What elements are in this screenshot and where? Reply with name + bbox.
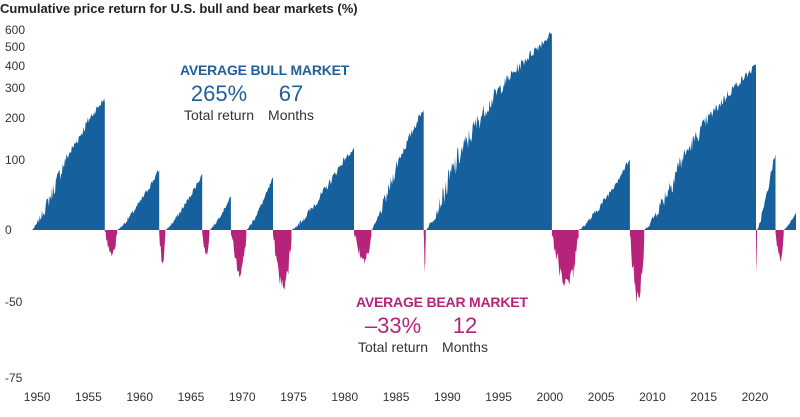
- x-tick-label: 1995: [485, 390, 512, 404]
- x-tick-label: 1970: [229, 390, 256, 404]
- x-tick-label: 1960: [126, 390, 153, 404]
- x-tick-label: 2000: [537, 390, 564, 404]
- bear-market-area: [159, 230, 166, 264]
- x-tick-label: 1980: [331, 390, 358, 404]
- y-tick-label: 600: [5, 23, 25, 37]
- bull-market-area: [757, 154, 776, 230]
- bull-market-area: [783, 212, 796, 230]
- x-tick-label: 2015: [690, 390, 717, 404]
- x-tick-label: 1965: [178, 390, 205, 404]
- bull-months-value: 67: [278, 81, 304, 106]
- bull-market-area: [291, 148, 354, 230]
- y-tick-label: 0: [5, 223, 12, 237]
- x-tick-label: 1985: [383, 390, 410, 404]
- bear-return-label: Total return: [358, 339, 429, 355]
- bear-market-area: [551, 230, 579, 287]
- market-areas: [32, 32, 796, 304]
- bear-market-area: [423, 230, 426, 273]
- y-tick-label: -75: [5, 371, 23, 385]
- bull-market-area: [425, 32, 552, 230]
- bull-market-area: [371, 109, 424, 230]
- bull-market-area: [117, 169, 160, 230]
- y-axis-ticks: -75 -50 0 100 200 300 400 500 600: [5, 23, 25, 385]
- bear-months-label: Months: [442, 339, 488, 355]
- chart-title: Cumulative price return for U.S. bull an…: [0, 1, 358, 16]
- x-tick-label: 1950: [24, 390, 51, 404]
- bear-market-area: [273, 230, 292, 290]
- y-tick-label: -50: [5, 295, 23, 309]
- average-bull-market-annotation: AVERAGE BULL MARKET 265% Total return 67…: [180, 62, 349, 124]
- bear-market-area: [756, 230, 757, 274]
- x-tick-label: 1975: [280, 390, 307, 404]
- average-bear-market-annotation: AVERAGE BEAR MARKET –33% Total return 12…: [356, 294, 528, 356]
- bull-heading: AVERAGE BULL MARKET: [180, 62, 350, 78]
- x-tick-label: 2010: [639, 390, 666, 404]
- bull-market-area: [32, 97, 105, 231]
- y-tick-label: 300: [5, 81, 25, 95]
- bear-market-area: [230, 230, 247, 278]
- y-tick-label: 400: [5, 59, 25, 73]
- bear-market-area: [775, 230, 784, 262]
- bear-market-area: [629, 230, 645, 304]
- x-tick-label: 1990: [434, 390, 461, 404]
- bull-months-label: Months: [268, 107, 314, 123]
- y-tick-label: 200: [5, 111, 25, 125]
- bull-return-label: Total return: [184, 107, 255, 123]
- bear-months-value: 12: [452, 313, 478, 338]
- bull-market-area: [246, 177, 273, 230]
- x-tick-label: 2020: [742, 390, 769, 404]
- bull-market-area: [644, 64, 756, 230]
- x-tick-label: 1955: [75, 390, 102, 404]
- bull-market-area: [165, 174, 203, 230]
- x-tick-label: 2005: [588, 390, 615, 404]
- x-axis-ticks: 1950 1955 1960 1965 1970 1975 1980 1985 1990 1995…: [24, 390, 769, 404]
- bull-market-area: [209, 196, 231, 230]
- y-tick-label: 100: [5, 153, 25, 167]
- bull-market-area: [578, 159, 630, 230]
- bull-return-value: 265%: [190, 81, 248, 106]
- bear-market-area: [354, 230, 372, 264]
- bear-heading: AVERAGE BEAR MARKET: [356, 294, 528, 310]
- y-tick-label: 500: [5, 40, 25, 54]
- bear-return-value: –33%: [364, 313, 422, 338]
- bear-market-area: [104, 230, 118, 257]
- bear-market-area: [202, 230, 210, 256]
